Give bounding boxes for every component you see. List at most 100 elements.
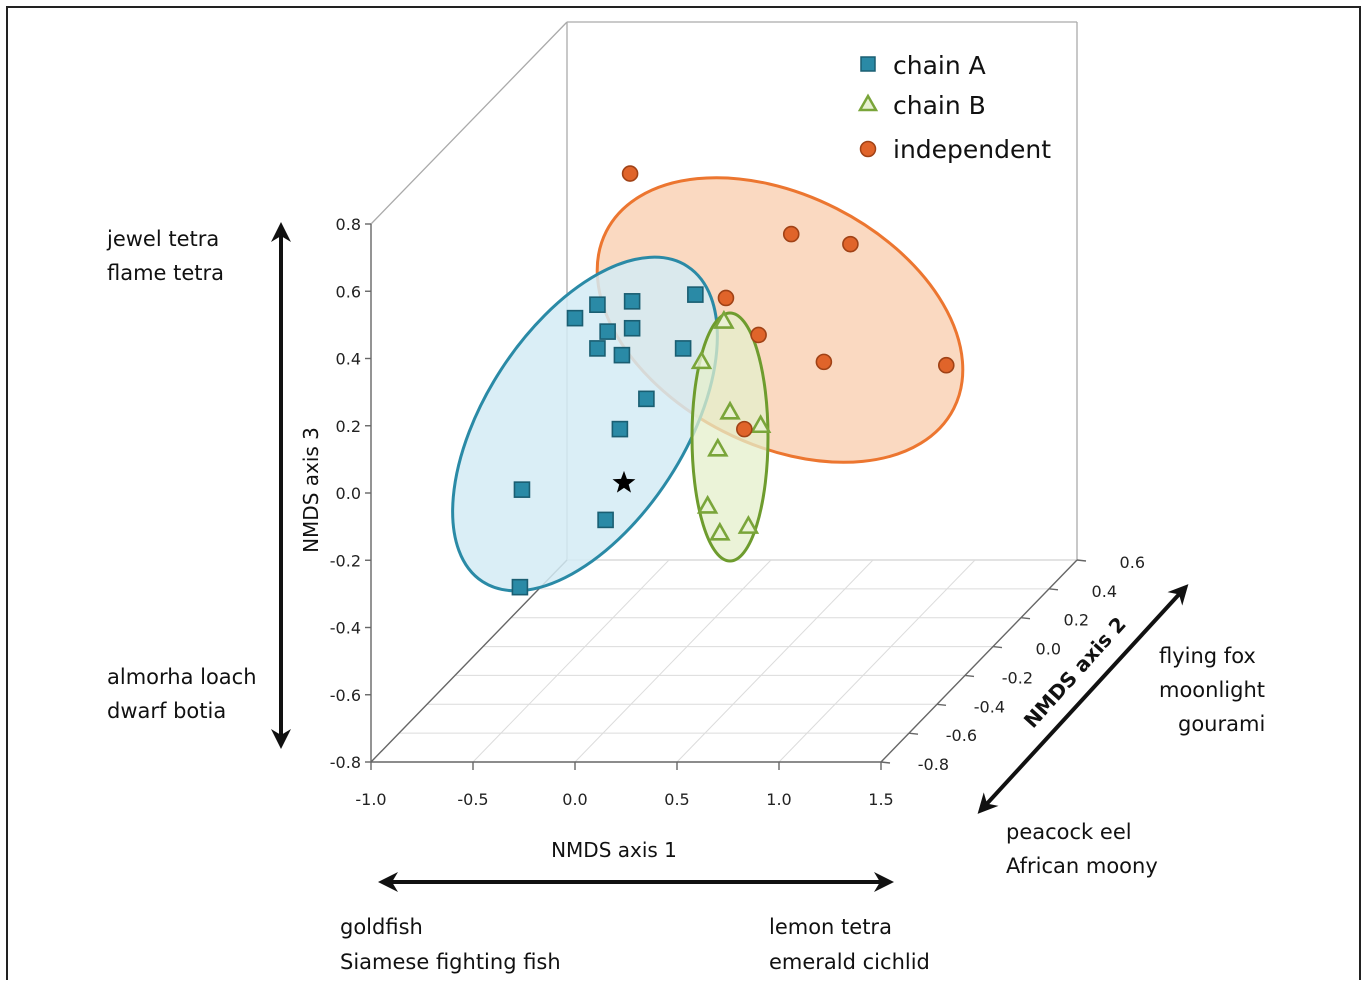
y-tick-label: 0.4 [1092,582,1117,601]
species-label: peacock eel [1006,820,1132,844]
species-label: moonlight [1159,678,1265,702]
chain-b-point [749,414,772,434]
y-tick-mark [1076,559,1087,562]
chain-a-ellipse [451,255,719,593]
chain-a-point [687,286,704,303]
chain-a-point [589,340,606,357]
chain-b-point [696,494,719,514]
species-label: African moony [1006,854,1158,878]
z-tick-label: 0.0 [336,484,361,503]
independent-point [782,225,800,243]
species-label: gourami [1178,712,1265,736]
chain-a-point [566,309,584,327]
y-axis-ticks: -0.8 -0.6 -0.4 -0.20.00.20.40.6 [880,553,1145,774]
x-tick-label: 0.5 [664,790,689,809]
y-tick-label: 0.2 [1064,611,1089,630]
chain-a-point [589,296,606,314]
chain-b-point [737,514,760,534]
group-ellipses [451,176,965,593]
independent-point [621,165,639,182]
chain-b-point [690,350,713,370]
legend-marker-chain-a [860,56,876,72]
z-tick-label: 0.4 [336,350,361,369]
star-icon [612,470,636,493]
left-floor-edge [370,559,568,763]
species-label: lemon tetra [769,915,892,939]
floor-gridline-x [778,559,976,763]
chain-a-point [623,319,641,337]
independent-point [717,289,735,307]
chain-a-point [638,390,655,408]
axis2-arrow [977,584,1189,814]
y-axis-title: NMDS axis 2 [1019,612,1131,733]
independent-point [937,356,955,374]
z-tick-label: 0.8 [336,215,361,234]
y-tick-mark [908,732,919,735]
species-label: Siamese fighting fish [340,950,561,974]
chain-b-point [719,400,741,420]
z-tick-label: 0.2 [336,417,361,436]
chain-a-point [599,323,616,340]
species-label: almorha loach [107,665,257,689]
z-tick-label: -0.6 [330,686,361,705]
x-tick-label: 0.0 [562,790,587,809]
chain-b-ellipse [690,311,770,563]
species-label: flying fox [1159,644,1256,668]
data-markers [511,165,955,596]
y-tick-label: -0.6 [946,726,977,745]
independent-point [815,353,833,371]
legend: chain A chain B independent [857,51,1051,164]
left-top-diagonal-edge [370,21,568,225]
x-tick-label: -0.5 [457,790,488,809]
chain-b-point [709,521,731,541]
y-tick-mark [1048,588,1059,591]
x-tick-label: 1.0 [766,790,791,809]
species-labels: jewel tetra flame tetra almorha loach dw… [106,227,1265,974]
y-axis-line [880,559,1078,763]
floor-grid [370,559,1078,763]
floor-gridline-x [472,559,670,763]
x-axis-title: NMDS axis 1 [551,838,677,862]
z-tick-label: -0.2 [330,551,361,570]
chain-a-point [674,340,692,357]
z-tick-label: -0.4 [330,619,361,638]
independent-point [736,420,753,438]
chain-a-point [597,511,614,529]
legend-marker-chain-b [857,93,879,112]
x-tick-label: 1.5 [868,790,893,809]
y-tick-mark [936,703,947,706]
z-tick-label: 0.6 [336,282,361,301]
z-axis-title: NMDS axis 3 [299,427,323,553]
figure-frame [6,6,1361,980]
species-label: jewel tetra [106,227,219,251]
y-tick-label: 0.0 [1036,640,1061,659]
x-tick-label: -1.0 [355,790,386,809]
y-tick-label: -0.4 [974,697,1005,716]
chain-a-point [511,578,529,596]
chain-a-point [623,293,641,310]
floor-gridline-x [676,559,874,763]
legend-label-chain-b: chain B [893,91,986,120]
box-frame [370,21,1078,561]
y-tick-label: -0.8 [918,755,949,774]
z-tick-label: -0.8 [330,753,361,772]
species-label: goldfish [340,915,423,939]
legend-label-chain-a: chain A [893,51,986,80]
y-tick-mark [880,761,891,764]
species-label: dwarf botia [107,699,226,723]
chain-a-point [613,346,631,364]
y-tick-mark [964,674,975,678]
y-tick-label: -0.2 [1002,668,1033,687]
independent-point [750,326,767,344]
floor-gridline-x [574,559,772,763]
x-axis-ticks: -1.0 -0.5 0.0 0.5 1.0 1.5 [355,762,894,809]
chain-b-point [713,309,735,329]
chain-b-point [707,437,729,457]
species-label: emerald cichlid [769,950,930,974]
y-tick-mark [992,645,1003,649]
y-tick-label: 0.6 [1120,553,1145,572]
legend-marker-independent [859,140,877,158]
z-axis-ticks: -0.8 -0.6 -0.4 -0.2 0.0 0.2 0.4 0.6 0.8 [330,215,371,772]
species-label: flame tetra [107,261,224,285]
